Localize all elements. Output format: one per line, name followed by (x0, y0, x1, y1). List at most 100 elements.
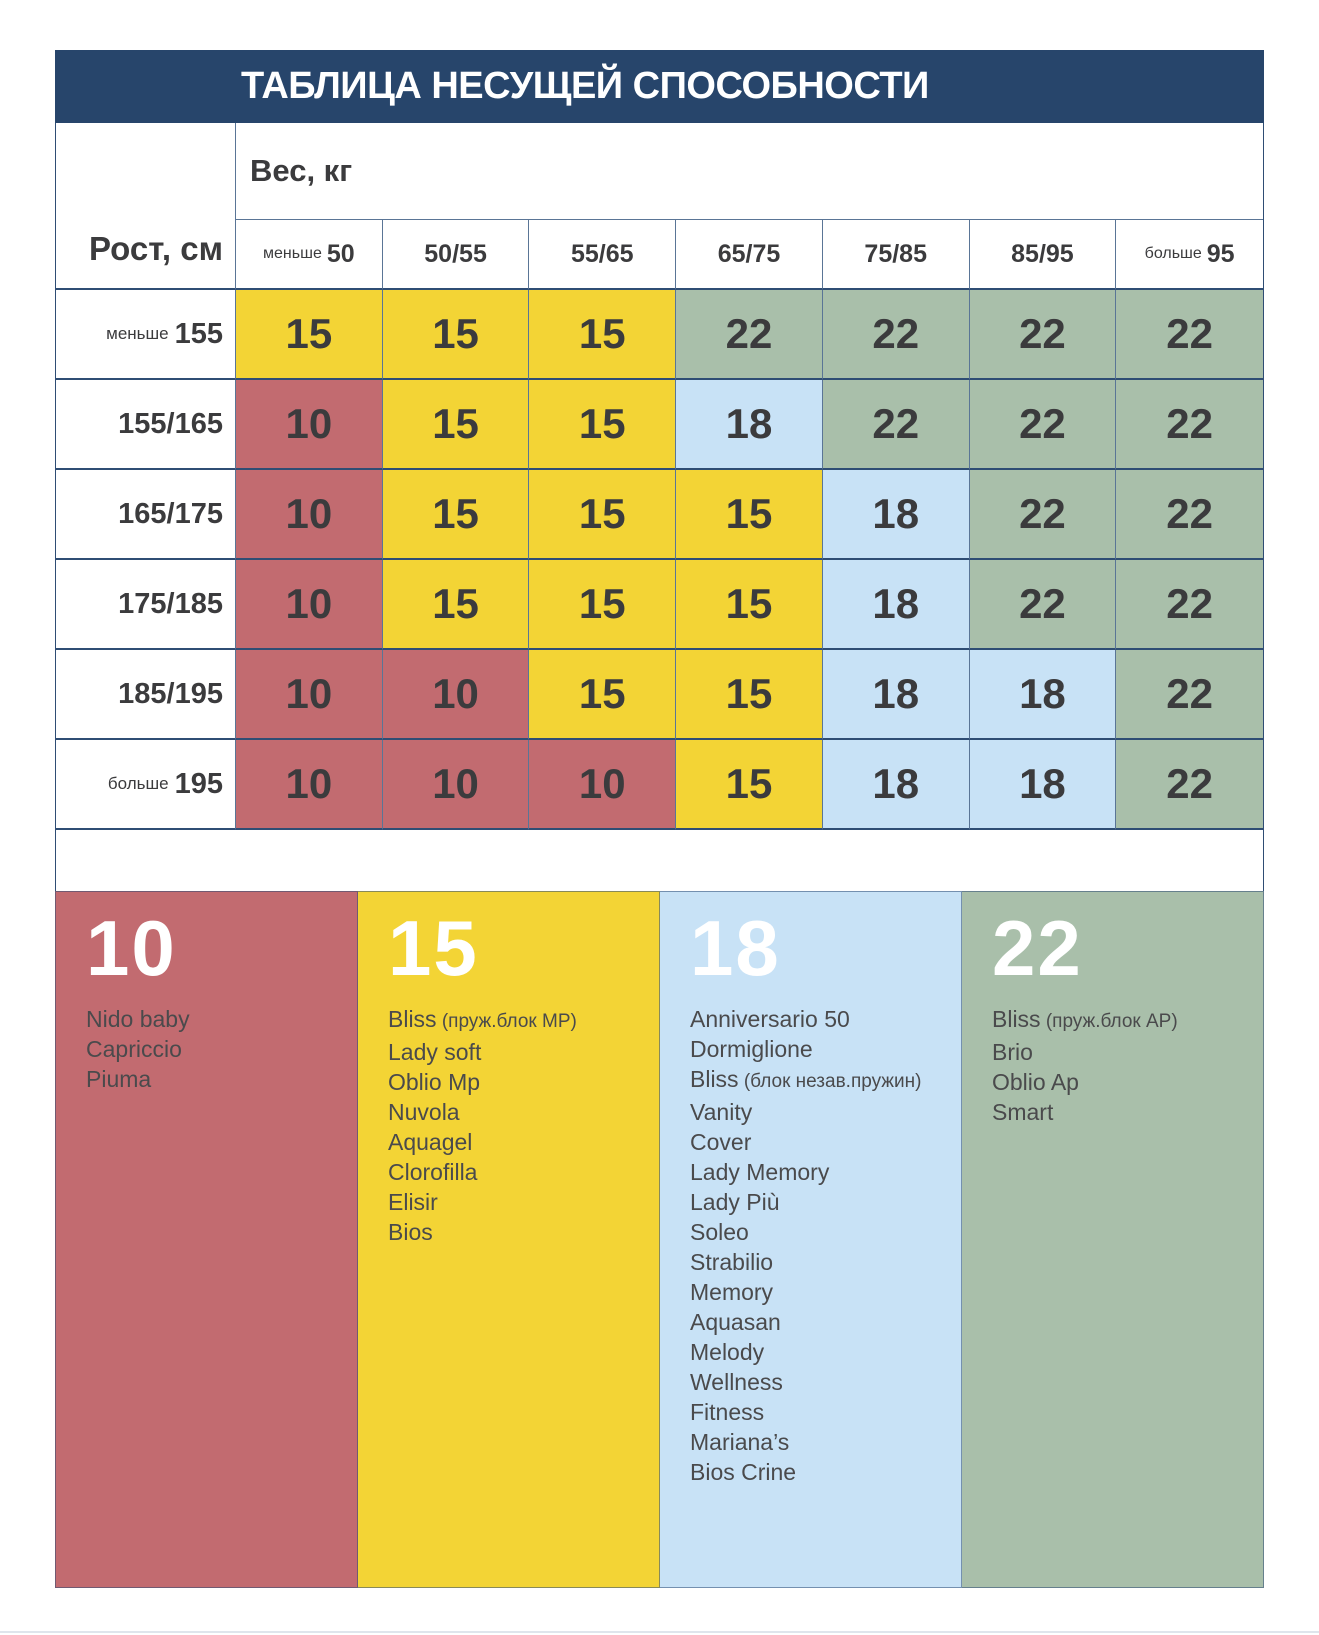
product-name: Bios (388, 1219, 433, 1245)
row-header: 185/195 (56, 650, 236, 740)
capacity-value-cell: 10 (382, 650, 530, 740)
legend-block-18: 18 Anniversario 50 Dormiglione Bliss (блок … (660, 891, 962, 1588)
capacity-value-cell: 22 (676, 290, 823, 380)
product-item: Lady Più (690, 1187, 951, 1217)
product-name: Nido baby (86, 1006, 190, 1032)
capacity-value-cell: 22 (1116, 290, 1263, 380)
label-value: 155/165 (118, 407, 223, 440)
label-prefix: больше (1144, 245, 1202, 262)
label-value: 195 (174, 767, 223, 800)
product-item: Bliss (блок незав.пружин) (690, 1064, 951, 1097)
capacity-value-cell: 15 (236, 290, 383, 380)
capacity-value-cell: 15 (382, 470, 530, 560)
capacity-value-cell: 22 (969, 380, 1117, 470)
product-name: Aquagel (388, 1129, 473, 1155)
capacity-value-cell: 22 (822, 380, 970, 470)
capacity-value-cell: 15 (676, 740, 823, 830)
capacity-value-cell: 10 (529, 740, 677, 830)
product-name: Aquasan (690, 1309, 781, 1335)
product-item: Elisir (388, 1187, 649, 1217)
capacity-value-cell: 15 (382, 290, 530, 380)
legend-value: 10 (86, 904, 177, 992)
product-item: Aquasan (690, 1307, 951, 1337)
product-item: Nuvola (388, 1097, 649, 1127)
column-header: больше 95 (1116, 220, 1263, 290)
label-value: 155 (174, 317, 223, 350)
product-list: Anniversario 50 Dormiglione Bliss (блок не… (690, 1004, 951, 1487)
product-name: Memory (690, 1279, 774, 1305)
product-name: Capriccio (86, 1036, 182, 1062)
product-item: Nido baby (86, 1004, 347, 1034)
product-item: Clorofilla (388, 1157, 649, 1187)
product-item: Vanity (690, 1097, 951, 1127)
product-item: Cover (690, 1127, 951, 1157)
capacity-value-cell: 22 (1116, 380, 1263, 470)
capacity-value-cell: 10 (382, 740, 530, 830)
capacity-value-cell: 22 (1116, 650, 1263, 740)
product-item: Oblio Mp (388, 1067, 649, 1097)
capacity-value-cell: 18 (822, 560, 970, 650)
capacity-value-cell: 15 (676, 470, 823, 560)
row-axis-label: Рост, см (56, 123, 236, 290)
product-name: Fitness (690, 1399, 765, 1425)
capacity-value-cell: 22 (969, 290, 1117, 380)
label-value: 85/95 (1011, 239, 1074, 268)
product-name: Lady Memory (690, 1159, 830, 1185)
capacity-value-cell: 22 (1116, 740, 1263, 830)
capacity-value-cell: 10 (236, 470, 383, 560)
product-note: (пруж.блок MP) (436, 1011, 577, 1032)
capacity-value-cell: 18 (969, 650, 1117, 740)
product-item: Lady soft (388, 1037, 649, 1067)
capacity-value-cell: 18 (676, 380, 823, 470)
capacity-value-cell: 15 (529, 380, 677, 470)
product-name: Oblio Ap (992, 1069, 1079, 1095)
label-value: 50/55 (424, 239, 487, 268)
product-item: Bios (388, 1217, 649, 1247)
page-title: ТАБЛИЦА НЕСУЩЕЙ СПОСОБНОСТИ (241, 65, 929, 107)
product-name: Brio (992, 1039, 1033, 1065)
product-list: Bliss (пруж.блок MP) Lady soft Oblio Mp Nuv… (388, 1004, 649, 1247)
product-item: Bliss (пруж.блок AP) (992, 1004, 1253, 1037)
row-header: меньше 155 (56, 290, 236, 380)
label-value: 185/195 (118, 677, 223, 710)
product-item: Memory (690, 1277, 951, 1307)
empty-row (56, 830, 1263, 891)
product-item: Lady Memory (690, 1157, 951, 1187)
product-name: Lady Più (690, 1189, 780, 1215)
column-header: 75/85 (822, 220, 970, 290)
legend-value: 15 (388, 904, 479, 992)
product-item: Anniversario 50 (690, 1004, 951, 1034)
capacity-value-cell: 18 (822, 740, 970, 830)
product-list: Bliss (пруж.блок AP) Brio Oblio Ap Smart (992, 1004, 1253, 1127)
row-header: 175/185 (56, 560, 236, 650)
product-name: Elisir (388, 1189, 438, 1215)
product-name: Piuma (86, 1066, 152, 1092)
bottom-divider (0, 1631, 1319, 1633)
label-prefix: больше (107, 774, 169, 793)
legend-block-15: 15 Bliss (пруж.блок MP) Lady soft Oblio Mp N… (358, 891, 660, 1588)
product-item: Melody (690, 1337, 951, 1367)
product-item: Capriccio (86, 1034, 347, 1064)
product-name: Vanity (690, 1099, 753, 1125)
capacity-value-cell: 10 (236, 560, 383, 650)
row-header: 155/165 (56, 380, 236, 470)
capacity-value-cell: 15 (382, 560, 530, 650)
product-name: Bliss (992, 1006, 1041, 1032)
product-item: Dormiglione (690, 1034, 951, 1064)
capacity-value-cell: 15 (676, 560, 823, 650)
product-item: Bios Crine (690, 1457, 951, 1487)
column-header: 50/55 (382, 220, 530, 290)
column-header: 85/95 (969, 220, 1117, 290)
product-item: Oblio Ap (992, 1067, 1253, 1097)
product-note: (блок незав.пружин) (738, 1071, 922, 1092)
product-item: Mariana’s (690, 1427, 951, 1457)
row-header: 165/175 (56, 470, 236, 560)
label-value: 50 (326, 239, 355, 268)
capacity-value-cell: 10 (236, 650, 383, 740)
capacity-value-cell: 15 (529, 560, 677, 650)
product-name: Soleo (690, 1219, 749, 1245)
capacity-value-cell: 10 (236, 740, 383, 830)
column-header: 55/65 (529, 220, 677, 290)
product-item: Strabilio (690, 1247, 951, 1277)
